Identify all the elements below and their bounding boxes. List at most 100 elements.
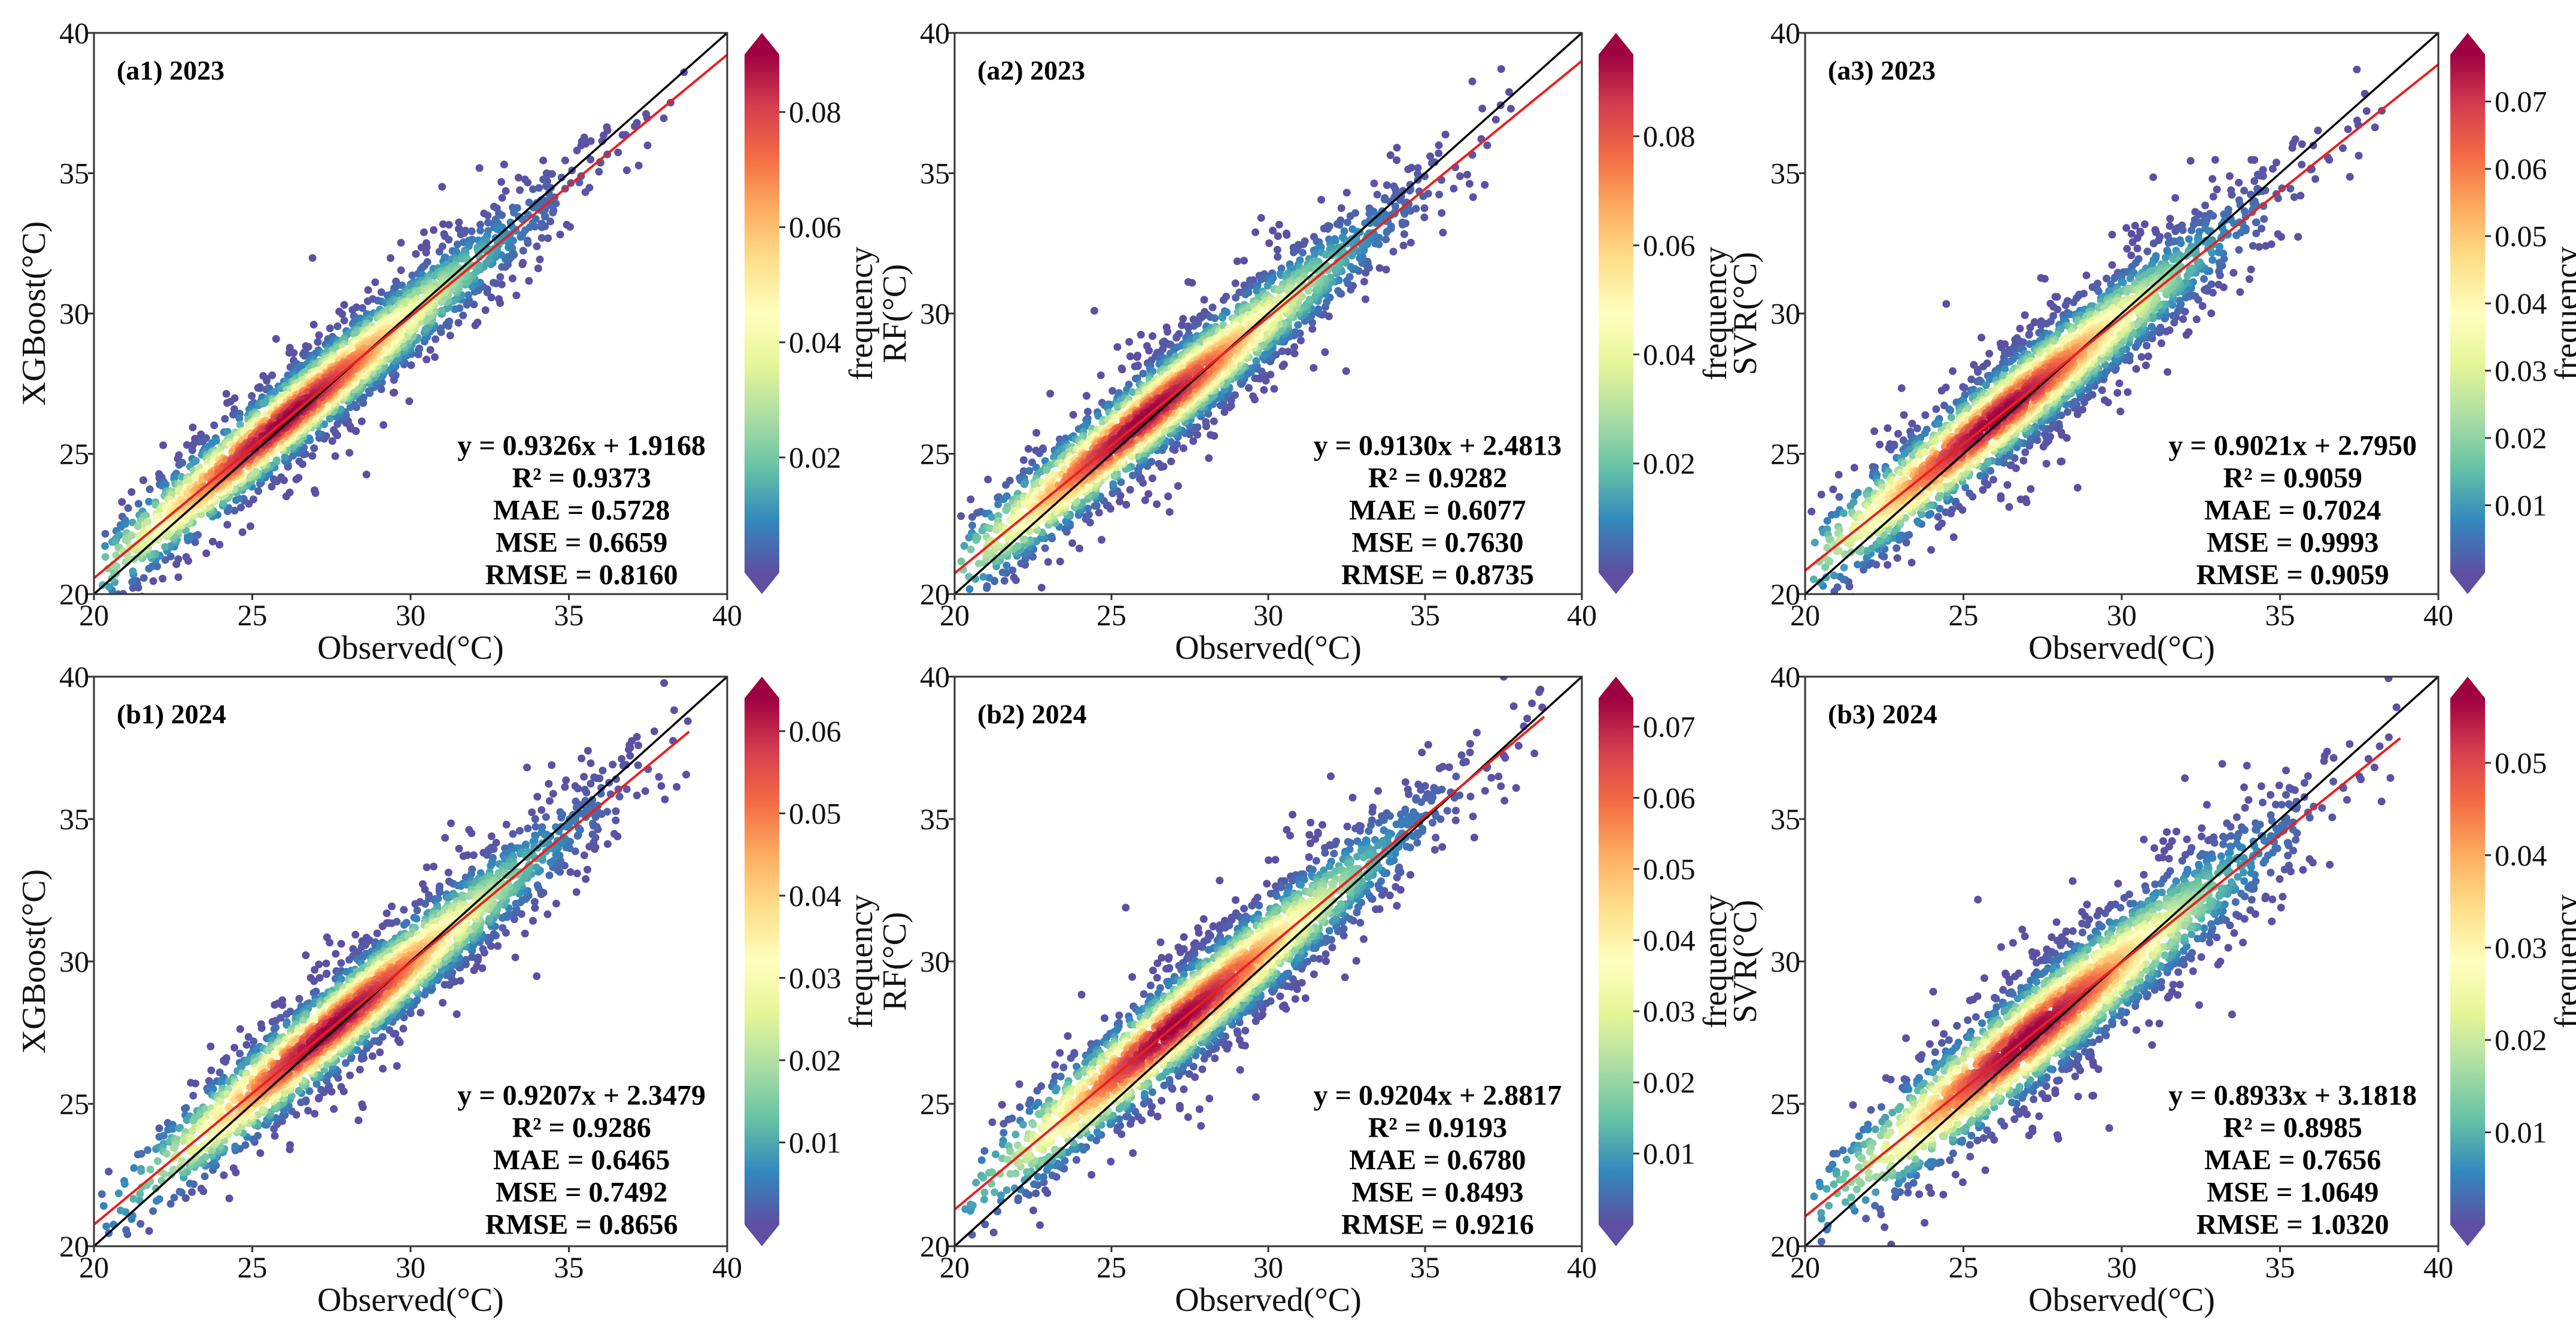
scatter-point <box>537 220 546 228</box>
scatter-point <box>1383 181 1391 189</box>
scatter-point <box>430 272 439 280</box>
scatter-point <box>967 495 975 504</box>
scatter-point <box>232 496 241 504</box>
scatter-point <box>512 291 521 300</box>
y-tick-label: 20 <box>59 577 89 611</box>
scatter-point <box>1144 490 1153 498</box>
scatter-point <box>1297 336 1305 345</box>
scatter-point <box>183 441 191 449</box>
scatter-point <box>202 549 211 558</box>
fit-line <box>94 54 727 579</box>
scatter-point <box>1149 474 1156 482</box>
scatter-point <box>308 254 317 262</box>
scatter-point <box>1068 539 1077 547</box>
scatter-point <box>581 188 590 196</box>
scatter-point <box>1465 179 1474 188</box>
scatter-point <box>1414 170 1422 178</box>
scatter-point <box>1117 478 1125 486</box>
scatter-point <box>1240 257 1248 265</box>
scatter-point <box>101 553 110 561</box>
scatter-point <box>546 217 555 226</box>
scatter-point <box>161 556 169 564</box>
scatter-point <box>1481 181 1489 189</box>
scatter-point <box>1084 407 1092 416</box>
scatter-point <box>1317 196 1326 204</box>
scatter-point <box>1335 221 1344 229</box>
scatter-point <box>215 540 224 549</box>
scatter-point <box>1062 518 1070 525</box>
scatter-point <box>500 160 508 169</box>
scatter-point <box>548 170 556 178</box>
scatter-point <box>643 141 652 150</box>
scatter-point <box>517 233 525 241</box>
scatter-point <box>1360 278 1368 286</box>
scatter-point <box>1000 495 1008 503</box>
scatter-point <box>345 449 354 457</box>
scatter-point <box>1321 348 1329 357</box>
scatter-point <box>519 246 527 255</box>
scatter-point <box>994 500 1003 509</box>
scatter-point <box>1263 282 1272 290</box>
y-tick-label: 40 <box>59 16 89 50</box>
scatter-point <box>423 355 431 364</box>
scatter-point <box>1020 480 1028 488</box>
scatter-point <box>1497 65 1505 73</box>
scatter-point <box>454 319 463 327</box>
scatter-point <box>235 414 244 422</box>
scatter-point <box>1141 496 1149 504</box>
scatter-point <box>430 226 438 234</box>
scatter-point <box>1043 465 1051 474</box>
scatter-point <box>1407 239 1415 246</box>
panel-a1: 20202525303035354040Observed(°C)XGBoost(… <box>16 16 880 666</box>
scatter-point <box>446 331 454 340</box>
scatter-point <box>145 498 153 506</box>
scatter-point <box>212 437 220 445</box>
scatter-point <box>250 495 257 504</box>
scatter-point <box>1010 573 1018 582</box>
scatter-point <box>1126 486 1134 494</box>
scatter-point <box>1291 328 1299 336</box>
scatter-point <box>1207 431 1215 439</box>
scatter-point <box>120 606 127 614</box>
scatter-point <box>1370 179 1378 187</box>
scatter-point <box>1125 337 1134 346</box>
scatter-point <box>1389 248 1398 255</box>
scatter-point <box>544 234 552 242</box>
scatter-point <box>1047 532 1056 541</box>
x-tick-label: 30 <box>396 598 426 632</box>
scatter-point <box>129 567 137 576</box>
scatter-point <box>1265 239 1274 247</box>
scatter-point <box>498 211 506 220</box>
scatter-point <box>1134 362 1142 370</box>
scatter-point <box>199 437 207 446</box>
scatter-point <box>422 248 430 257</box>
scatter-point <box>1334 287 1342 295</box>
scatter-point <box>290 349 298 357</box>
scatter-point <box>1128 388 1137 396</box>
scatter-point <box>497 280 506 288</box>
scatter-point <box>460 229 469 237</box>
scatter-point <box>1275 286 1283 294</box>
scatter-point <box>432 335 440 343</box>
scatter-point <box>1079 498 1087 507</box>
scatter-point <box>271 388 279 396</box>
scatter-point <box>1164 328 1172 336</box>
scatter-point <box>536 255 544 264</box>
scatter-point <box>1426 152 1435 160</box>
scatter-point <box>277 473 285 482</box>
scatter-point <box>292 475 300 483</box>
scatter-point <box>209 537 217 546</box>
scatter-point <box>1290 248 1298 257</box>
scatter-point <box>1284 348 1292 356</box>
scatter-point <box>1050 453 1058 461</box>
scatter-point <box>957 557 965 565</box>
scatter-point <box>561 156 569 165</box>
scatter-point <box>1393 156 1401 165</box>
scatter-point <box>455 218 463 227</box>
scatter-point <box>1082 512 1090 521</box>
scatter-point <box>248 392 256 400</box>
scatter-point <box>397 266 405 275</box>
scatter-point <box>331 452 339 460</box>
scatter-point <box>1260 386 1268 394</box>
